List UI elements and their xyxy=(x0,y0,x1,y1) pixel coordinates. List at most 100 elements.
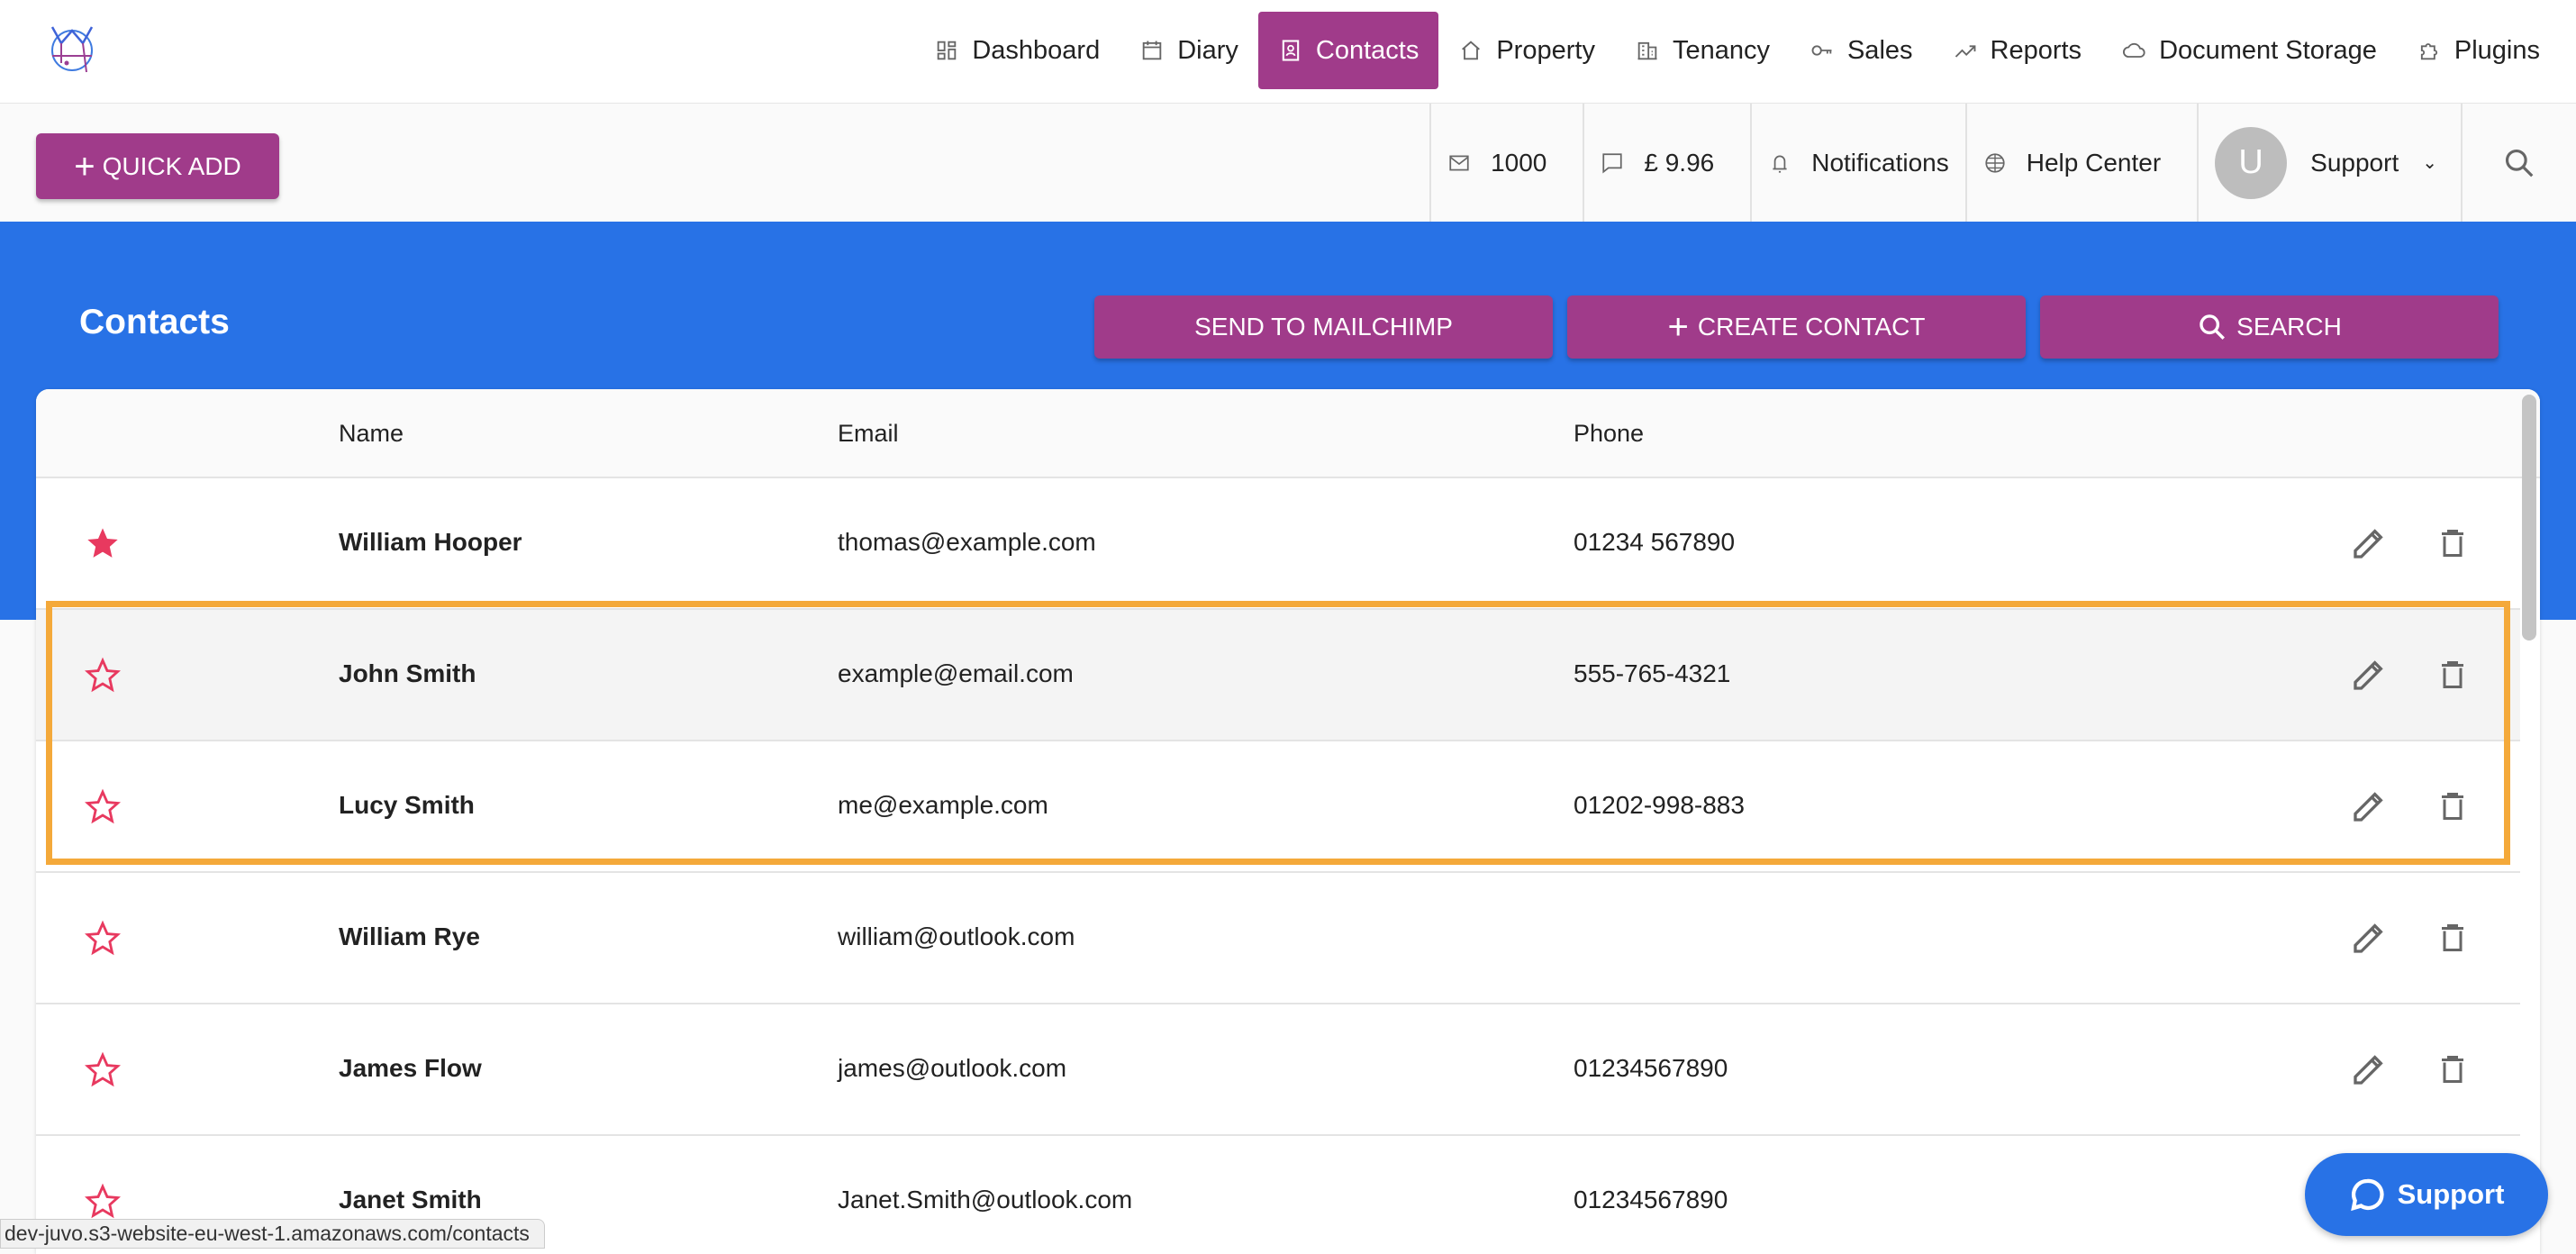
nav-item-plugins[interactable]: Plugins xyxy=(2397,12,2560,89)
user-menu[interactable]: U Support ⌄ xyxy=(2197,104,2461,222)
nav-item-label: Sales xyxy=(1846,35,1913,65)
building-icon xyxy=(1637,41,1657,60)
nav-item-label: Diary xyxy=(1177,35,1238,65)
chevron-down-icon: ⌄ xyxy=(2422,153,2437,173)
trash-icon[interactable] xyxy=(2436,788,2469,824)
search-button[interactable]: SEARCH xyxy=(2040,295,2499,359)
message-icon xyxy=(1602,152,1622,174)
contact-phone: 01234 567890 xyxy=(1574,528,1736,556)
support-chat-button[interactable]: Support xyxy=(2305,1153,2548,1236)
table-header: Name Email Phone xyxy=(36,389,2540,478)
contact-name[interactable]: John Smith xyxy=(339,659,476,687)
contact-email: thomas@example.com xyxy=(838,528,1096,556)
trash-icon[interactable] xyxy=(2436,920,2469,956)
contact-email: example@email.com xyxy=(838,659,1074,687)
star-filled-icon[interactable] xyxy=(85,525,121,561)
contact-name[interactable]: William Hooper xyxy=(339,528,522,556)
status-bar-url: dev-juvo.s3-website-eu-west-1.amazonaws.… xyxy=(0,1219,545,1249)
search-icon xyxy=(2505,149,2534,177)
global-search-button[interactable] xyxy=(2461,104,2576,222)
bell-icon xyxy=(1773,155,1787,173)
search-label: SEARCH xyxy=(2236,313,2342,341)
nav-item-label: Tenancy xyxy=(1672,35,1770,65)
notifications-button[interactable]: Notifications xyxy=(1750,104,1965,222)
sms-credits[interactable]: £ 9.96 xyxy=(1583,104,1750,222)
contacts-table: Name Email Phone William Hooper thomas@ex… xyxy=(36,389,2540,1254)
contact-name[interactable]: William Rye xyxy=(339,922,480,950)
table-row[interactable]: Janet Smith Janet.Smith@outlook.com 012345… xyxy=(36,1136,2520,1254)
support-chat-label: Support xyxy=(2397,1178,2505,1210)
table-row[interactable]: William Rye william@outlook.com xyxy=(36,873,2520,1004)
table-row[interactable]: James Flow james@outlook.com 01234567890 xyxy=(36,1004,2520,1136)
logo-icon[interactable] xyxy=(47,23,97,74)
help-center-label: Help Center xyxy=(2026,148,2162,177)
edit-icon[interactable] xyxy=(2351,788,2387,824)
plus-icon: + xyxy=(74,146,95,186)
globe-icon xyxy=(1985,152,2005,173)
star-outline-icon[interactable] xyxy=(85,657,121,693)
star-outline-icon[interactable] xyxy=(85,1183,121,1219)
star-outline-icon[interactable] xyxy=(85,1051,121,1087)
star-outline-icon[interactable] xyxy=(85,788,121,824)
notifications-label: Notifications xyxy=(1811,148,1949,177)
key-icon xyxy=(1811,45,1832,56)
top-navigation: Dashboard Diary Contacts Property Tenancy Sal… xyxy=(0,0,2576,104)
contact-name[interactable]: Janet Smith xyxy=(339,1186,482,1213)
toolbar: + QUICK ADD 1000 £ 9.96 Notifications Hel… xyxy=(0,104,2576,222)
nav-item-reports[interactable]: Reports xyxy=(1933,12,2102,89)
edit-icon[interactable] xyxy=(2351,657,2387,693)
edit-icon[interactable] xyxy=(2351,525,2387,561)
calendar-icon xyxy=(1142,41,1162,60)
nav-item-diary[interactable]: Diary xyxy=(1120,12,1258,89)
send-to-mailchimp-button[interactable]: SEND TO MAILCHIMP xyxy=(1094,295,1553,359)
contact-name[interactable]: Lucy Smith xyxy=(339,791,475,819)
contact-phone: 01234567890 xyxy=(1574,1186,1728,1213)
edit-icon[interactable] xyxy=(2351,1051,2387,1087)
contact-email: james@outlook.com xyxy=(838,1054,1067,1082)
chat-bubble-icon xyxy=(2350,1178,2384,1212)
trash-icon[interactable] xyxy=(2436,1051,2469,1087)
nav-item-label: Reports xyxy=(1990,35,2082,65)
contact-phone: 01234567890 xyxy=(1574,1054,1728,1082)
home-icon xyxy=(1462,41,1481,60)
trending-icon xyxy=(1955,45,1975,58)
nav-item-label: Dashboard xyxy=(972,35,1101,65)
table-row[interactable]: William Hooper thomas@example.com 01234 56… xyxy=(36,478,2520,610)
nav-item-label: Plugins xyxy=(2454,35,2540,65)
table-row[interactable]: Lucy Smith me@example.com 01202-998-883 xyxy=(36,741,2520,873)
nav-item-document-storage[interactable]: Document Storage xyxy=(2101,12,2397,89)
contact-email: Janet.Smith@outlook.com xyxy=(838,1186,1133,1213)
contact-phone: 555-765-4321 xyxy=(1574,659,1731,687)
column-header-name[interactable]: Name xyxy=(339,420,404,447)
nav-item-sales[interactable]: Sales xyxy=(1790,12,1933,89)
contact-phone: 01202-998-883 xyxy=(1574,791,1745,819)
table-row[interactable]: John Smith example@email.com 555-765-4321 xyxy=(36,610,2520,741)
contact-email: william@outlook.com xyxy=(838,922,1075,950)
search-icon xyxy=(2200,314,2226,340)
nav-item-property[interactable]: Property xyxy=(1438,12,1615,89)
nav-item-dashboard[interactable]: Dashboard xyxy=(914,12,1120,89)
quick-add-button[interactable]: + QUICK ADD xyxy=(36,133,279,199)
contact-name[interactable]: James Flow xyxy=(339,1054,482,1082)
cloud-icon xyxy=(2123,42,2145,58)
email-credits[interactable]: 1000 xyxy=(1429,104,1583,222)
nav-item-contacts[interactable]: Contacts xyxy=(1257,12,1439,89)
dashboard-icon xyxy=(938,41,957,60)
scrollbar[interactable] xyxy=(2522,395,2536,641)
create-contact-label: CREATE CONTACT xyxy=(1697,313,1926,341)
nav-item-label: Contacts xyxy=(1315,35,1420,65)
star-outline-icon[interactable] xyxy=(85,920,121,956)
contacts-icon xyxy=(1282,40,1300,61)
send-to-mailchimp-label: SEND TO MAILCHIMP xyxy=(1194,313,1453,341)
puzzle-icon xyxy=(2420,43,2437,60)
nav-item-tenancy[interactable]: Tenancy xyxy=(1615,12,1790,89)
column-header-email[interactable]: Email xyxy=(838,420,899,447)
help-center-button[interactable]: Help Center xyxy=(1964,104,2197,222)
trash-icon[interactable] xyxy=(2436,657,2469,693)
trash-icon[interactable] xyxy=(2436,525,2469,561)
edit-icon[interactable] xyxy=(2351,920,2387,956)
column-header-phone[interactable]: Phone xyxy=(1574,420,1645,447)
email-count: 1000 xyxy=(1491,148,1547,177)
create-contact-button[interactable]: + CREATE CONTACT xyxy=(1567,295,2026,359)
page-title: Contacts xyxy=(79,303,230,341)
